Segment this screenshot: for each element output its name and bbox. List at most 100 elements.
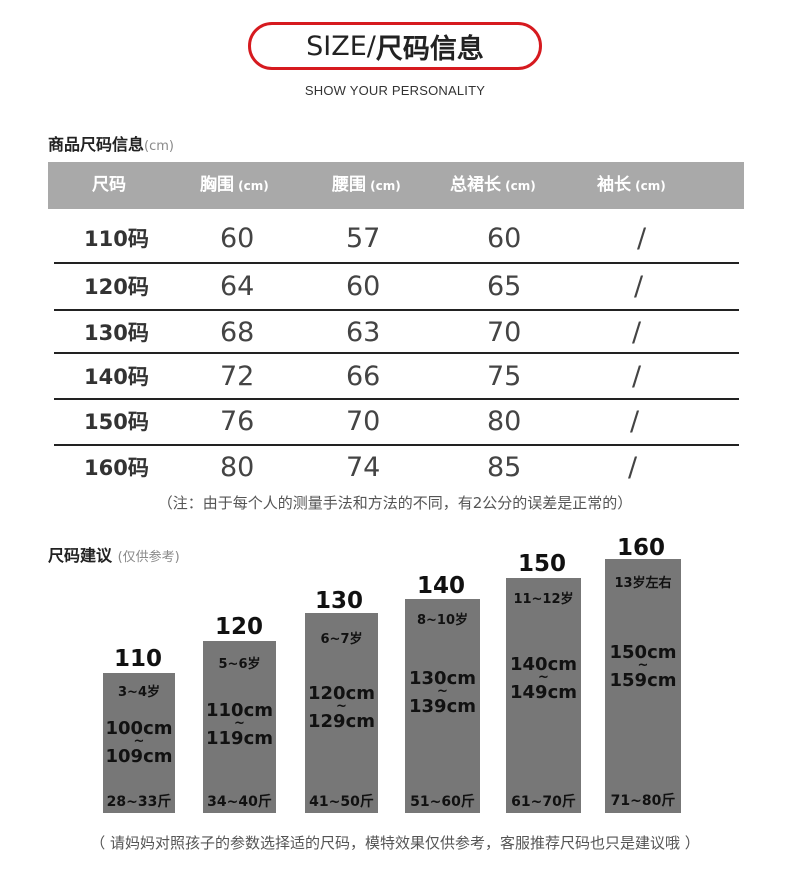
cell-length: 70 [487,317,522,348]
table-section-title-text: 商品尺码信息 [48,135,145,154]
cell-size: 110码 [84,227,149,251]
row-divider [54,262,739,264]
bar-age: 5~6岁 [218,657,261,672]
title-en: SIZE/ [306,30,376,62]
size-bar-110: 3~4岁 100cm ~ 109cm 28~33斤 [103,673,175,813]
cell-size: 140码 [84,365,149,389]
suggest-section-title: 尺码建议 (仅供参考) [48,542,180,566]
bar-size-label: 160 [616,535,665,561]
cell-waist: 63 [346,317,381,348]
cell-waist: 66 [346,361,381,392]
bar-weight: 51~60斤 [410,794,475,810]
bar-tilde: ~ [336,699,347,714]
header-size: 尺码 [92,175,126,195]
cell-waist: 57 [346,223,381,254]
cell-waist: 70 [346,406,381,437]
cell-sleeve: / [632,317,642,348]
subtitle: SHOW YOUR PERSONALITY [304,83,486,98]
bar-age: 6~7岁 [320,632,363,647]
cell-sleeve: / [630,406,640,437]
bar-height-to: 129cm [308,711,375,732]
cell-waist: 74 [346,452,381,483]
suggest-section-unit: (仅供参考) [117,550,180,565]
size-bar-150: 11~12岁 140cm ~ 149cm 61~70斤 [506,578,581,813]
cell-size: 150码 [84,410,149,434]
bar-height-to: 139cm [409,696,476,717]
cell-chest: 72 [220,361,255,392]
size-bar-160: 13岁左右 150cm ~ 159cm 71~80斤 [605,559,681,813]
bar-size-label: 140 [416,573,465,599]
table-row: 140码 72 66 75 / [54,353,739,399]
bar-height-to: 119cm [206,728,273,749]
cell-waist: 60 [346,271,381,302]
cell-chest: 64 [220,271,255,302]
bar-height-from: 130cm [409,668,476,689]
suggest-section-title-text: 尺码建议 [48,546,113,565]
bar-height-from: 140cm [510,654,577,675]
bar-size-label: 150 [517,551,566,577]
bar-weight: 41~50斤 [309,794,374,810]
bar-weight: 28~33斤 [106,794,172,810]
size-bar-140: 8~10岁 130cm ~ 139cm 51~60斤 [405,599,480,813]
size-bar-120: 5~6岁 110cm ~ 119cm 34~40斤 [203,641,276,813]
header-waist: 腰围 (cm) [332,175,401,195]
cell-sleeve: / [637,223,647,254]
cell-length: 75 [487,361,522,392]
bar-height-to: 149cm [510,682,577,703]
cell-size: 160码 [84,456,149,480]
row-divider [54,444,739,446]
bar-size-label: 130 [314,588,363,614]
bar-tilde: ~ [637,658,649,673]
cell-size: 130码 [84,321,149,345]
header-sleeve: 袖长 (cm) [597,175,666,195]
cell-length: 60 [487,223,522,254]
bar-age: 13岁左右 [614,576,672,591]
size-table-header: 尺码 胸围 (cm) 腰围 (cm) 总裙长 (cm) 袖长 (cm) [48,162,744,209]
cell-length: 65 [487,271,522,302]
bar-height-from: 150cm [609,642,677,663]
table-row: 110码 60 57 60 / [54,215,739,261]
bar-tilde: ~ [133,734,145,749]
bar-tilde: ~ [437,684,448,699]
bar-height-to: 159cm [609,670,677,691]
title-pill: SIZE/尺码信息 [248,22,542,70]
bar-weight: 71~80斤 [610,793,676,809]
cell-chest: 80 [220,452,255,483]
table-section-title: 商品尺码信息(cm) [48,131,174,155]
table-row: 120码 64 60 65 / [54,263,739,309]
cell-length: 85 [487,452,522,483]
bar-height-from: 120cm [308,683,375,704]
row-divider [54,398,739,400]
table-row: 150码 76 70 80 / [54,398,739,444]
cell-sleeve: / [634,271,644,302]
table-note: （注：由于每个人的测量手法和方法的不同，有2公分的误差是正常的） [157,494,633,512]
cell-sleeve: / [628,452,638,483]
bar-weight: 34~40斤 [207,794,272,810]
table-row: 160码 80 74 85 / [54,444,739,490]
bar-size-label: 110 [113,646,162,672]
row-divider [54,352,739,354]
cell-chest: 68 [220,317,255,348]
cell-sleeve: / [632,361,642,392]
title-cn: 尺码信息 [375,33,484,65]
bar-size-label: 120 [214,614,263,640]
header-chest: 胸围 (cm) [200,175,269,195]
footer-note: （ 请妈妈对照孩子的参数选择适的尺码，模特效果仅供参考，客服推荐尺码也只是建议哦… [90,834,700,852]
table-row: 130码 68 63 70 / [54,309,739,355]
cell-chest: 76 [220,406,255,437]
bar-height-to: 109cm [105,746,173,767]
cell-chest: 60 [220,223,255,254]
cell-length: 80 [487,406,522,437]
bar-age: 8~10岁 [416,613,469,628]
bar-height-from: 100cm [105,718,173,739]
bar-weight: 61~70斤 [511,794,576,810]
cell-size: 120码 [84,275,149,299]
size-bar-130: 6~7岁 120cm ~ 129cm 41~50斤 [305,613,378,813]
bar-tilde: ~ [234,716,245,731]
bar-age: 3~4岁 [118,685,160,700]
header-length: 总裙长 (cm) [450,175,536,195]
row-divider [54,309,739,311]
bar-age: 11~12岁 [513,592,574,607]
table-section-unit: (cm) [144,139,174,154]
bar-height-from: 110cm [206,700,273,721]
